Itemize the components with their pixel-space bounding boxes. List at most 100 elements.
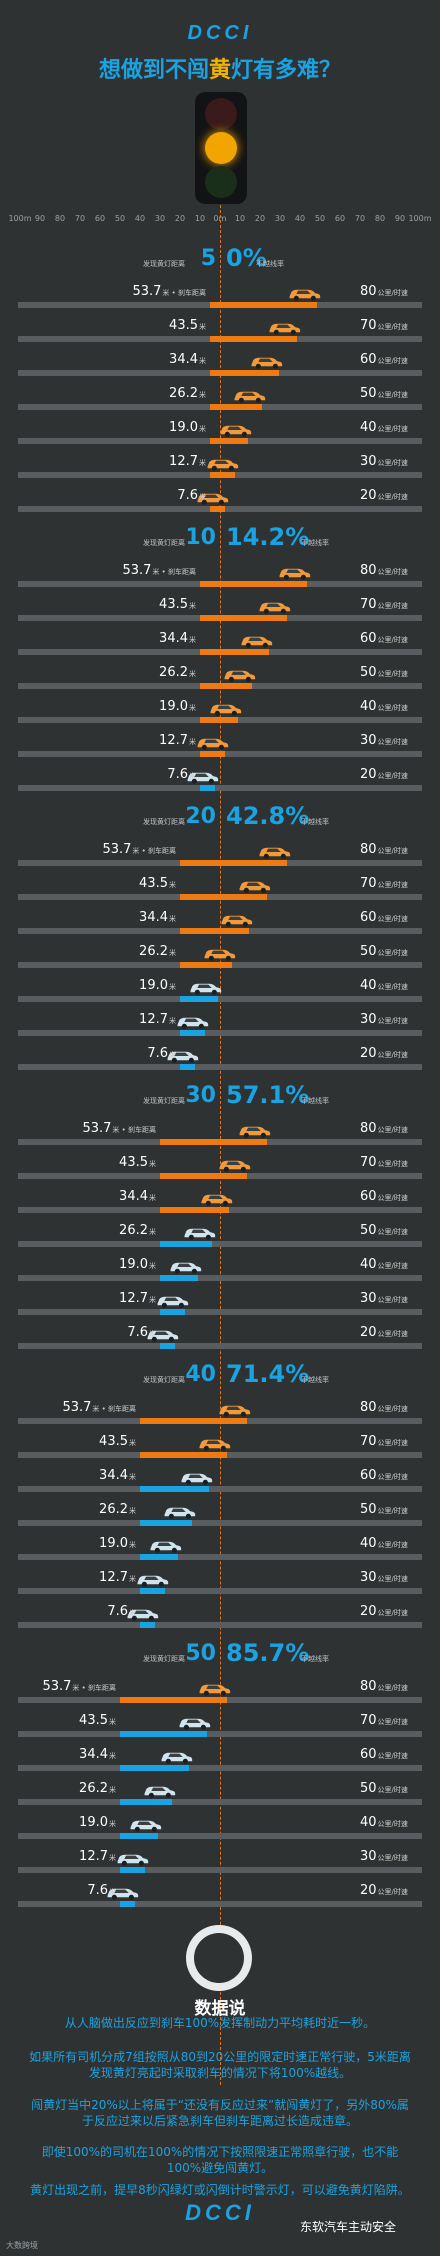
braking-distance-value: 12.7米 [119, 1291, 156, 1306]
speed-value: 80公里/时速 [360, 1400, 408, 1415]
speed-unit: 公里/时速 [377, 1160, 408, 1168]
braking-distance-number: 34.4 [79, 1747, 108, 1762]
red-lamp [205, 98, 237, 130]
find-distance-label: 发现黄灯距离 [143, 539, 185, 547]
chart-row: 34.4米 60公里/时速 [0, 348, 440, 378]
header-logo: DCCI [187, 22, 253, 44]
chart-row: 53.7米 • 刹车距离 80公里/时速 [0, 559, 440, 589]
speed-unit: 公里/时速 [377, 459, 408, 467]
speed-value: 80公里/时速 [360, 842, 408, 857]
speed-number: 80 [360, 563, 377, 578]
chart-row: 34.4米 60公里/时速 [0, 1743, 440, 1773]
speed-number: 50 [360, 665, 377, 680]
detection-distance: 5 [200, 246, 216, 271]
braking-distance-number: 7.6 [167, 767, 188, 782]
axis-tick-label: 100m [8, 214, 32, 223]
braking-bar [120, 1697, 228, 1703]
speed-unit: 公里/时速 [377, 289, 408, 297]
braking-distance-value: 19.0米 [169, 420, 206, 435]
row-track [18, 1833, 422, 1839]
car-icon [217, 1157, 251, 1174]
car-icon [105, 1885, 139, 1902]
car-icon [159, 1749, 193, 1766]
group-header: 发现黄灯距离 50 85.7% 不越线率 [0, 1637, 440, 1677]
braking-distance-unit: 米 [169, 915, 176, 923]
speed-value: 80公里/时速 [360, 1679, 408, 1694]
chart-row: 12.7米 30公里/时速 [0, 1845, 440, 1875]
speed-value: 60公里/时速 [360, 1468, 408, 1483]
chart-row: 34.4米 60公里/时速 [0, 1185, 440, 1215]
no-cross-label: 不越线率 [301, 1097, 329, 1105]
braking-distance-value: 7.6米 [177, 488, 206, 503]
braking-bar [140, 1588, 166, 1594]
braking-bar [210, 302, 318, 308]
speed-value: 40公里/时速 [360, 978, 408, 993]
axis-tick-label: 40 [134, 214, 146, 223]
braking-distance-number: 34.4 [159, 631, 188, 646]
row-track [18, 1486, 422, 1492]
speed-value: 60公里/时速 [360, 352, 408, 367]
speed-value: 30公里/时速 [360, 1849, 408, 1864]
no-cross-label: 不越线率 [301, 1655, 329, 1663]
find-distance-label: 发现黄灯距离 [143, 1097, 185, 1105]
braking-distance-value: 7.6米 [107, 1604, 136, 1619]
car-icon [218, 422, 252, 439]
chart-row: 19.0米 40公里/时速 [0, 416, 440, 446]
braking-distance-unit: 米 [199, 391, 206, 399]
green-lamp [205, 166, 237, 198]
speed-number: 40 [360, 1257, 377, 1272]
distance-axis: 100m 90 80 70 60 50 40 30 20 10 0m 10 20 30 40 50 60 70 80… [0, 214, 440, 234]
braking-distance-value: 12.7米 [79, 1849, 116, 1864]
braking-distance-value: 19.0米 [99, 1536, 136, 1551]
braking-distance-number: 43.5 [119, 1155, 148, 1170]
row-track [18, 1765, 422, 1771]
chart-row: 53.7米 • 刹车距离 80公里/时速 [0, 1675, 440, 1705]
speed-number: 30 [360, 1570, 377, 1585]
braking-distance-unit: 米 [149, 1228, 156, 1236]
axis-tick-label: 20 [254, 214, 266, 223]
chart-row: 34.4米 60公里/时速 [0, 627, 440, 657]
speed-unit: 公里/时速 [377, 323, 408, 331]
braking-distance-number: 53.7 [82, 1121, 112, 1136]
braking-distance-number: 53.7 [42, 1679, 72, 1694]
braking-distance-value: 43.5米 [79, 1713, 116, 1728]
braking-distance-value: 12.7米 [159, 733, 196, 748]
braking-distance-unit: 米 [189, 602, 196, 610]
speed-unit: 公里/时速 [377, 1507, 408, 1515]
speed-number: 20 [360, 1604, 377, 1619]
chart-row: 19.0米 40公里/时速 [0, 1253, 440, 1283]
speed-value: 30公里/时速 [360, 454, 408, 469]
braking-distance-value: 26.2米 [119, 1223, 156, 1238]
speed-number: 20 [360, 488, 377, 503]
braking-bar [160, 1309, 186, 1315]
chart-row: 12.7米 30公里/时速 [0, 1566, 440, 1596]
speed-value: 60公里/时速 [360, 910, 408, 925]
speed-unit: 公里/时速 [377, 1017, 408, 1025]
detection-distance: 10 [185, 525, 216, 550]
no-cross-rate: 71.4% [226, 1360, 310, 1388]
row-track [18, 1241, 422, 1247]
braking-distance-value: 43.5米 [99, 1434, 136, 1449]
braking-distance-number: 43.5 [139, 876, 168, 891]
braking-distance-unit: 米 [109, 1718, 116, 1726]
chart-row: 43.5米 70公里/时速 [0, 593, 440, 623]
car-icon [128, 1817, 162, 1834]
speed-unit: 公里/时速 [377, 738, 408, 746]
braking-distance-value: 26.2米 [159, 665, 196, 680]
braking-bar [140, 1452, 227, 1458]
speed-number: 20 [360, 767, 377, 782]
braking-bar [180, 928, 249, 934]
braking-distance-unit: 米 [109, 1854, 116, 1862]
braking-bar [180, 962, 233, 968]
braking-distance-number: 19.0 [159, 699, 188, 714]
braking-bar [120, 1731, 207, 1737]
braking-distance-unit: 米 • 刹车距离 [132, 847, 176, 855]
braking-distance-value: 43.5米 [119, 1155, 156, 1170]
speed-unit: 公里/时速 [377, 1439, 408, 1447]
car-icon [197, 1681, 231, 1698]
title-highlight: 黄 [208, 58, 231, 83]
axis-tick-label: 40 [294, 214, 306, 223]
braking-distance-unit: 米 [199, 323, 206, 331]
braking-bar [210, 370, 279, 376]
chart-row: 12.7米 30公里/时速 [0, 729, 440, 759]
